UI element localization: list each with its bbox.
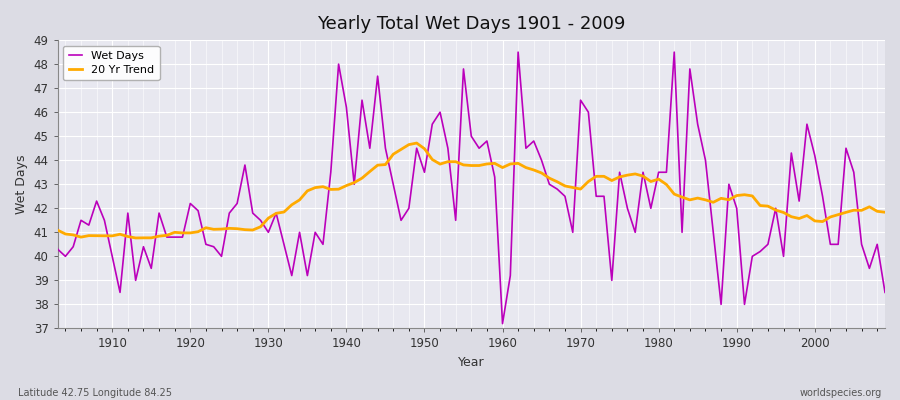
20 Yr Trend: [607, 178, 617, 183]
Text: worldspecies.org: worldspecies.org: [800, 388, 882, 398]
Wet Days: [318, 242, 328, 247]
Line: Wet Days: Wet Days: [42, 52, 885, 324]
20 Yr Trend: [326, 187, 337, 192]
20 Yr Trend: [411, 141, 422, 146]
Wet Days: [513, 50, 524, 54]
Wet Days: [497, 321, 508, 326]
Wet Days: [490, 175, 500, 180]
Wet Days: [271, 211, 282, 216]
20 Yr Trend: [99, 233, 110, 238]
20 Yr Trend: [513, 161, 524, 166]
Wet Days: [505, 273, 516, 278]
20 Yr Trend: [505, 162, 516, 166]
Line: 20 Yr Trend: 20 Yr Trend: [42, 143, 885, 238]
20 Yr Trend: [279, 210, 290, 214]
Wet Days: [37, 163, 48, 168]
Wet Days: [607, 278, 617, 283]
Wet Days: [879, 290, 890, 295]
20 Yr Trend: [879, 210, 890, 215]
20 Yr Trend: [37, 223, 48, 228]
20 Yr Trend: [130, 236, 141, 240]
Legend: Wet Days, 20 Yr Trend: Wet Days, 20 Yr Trend: [63, 46, 159, 80]
Text: Latitude 42.75 Longitude 84.25: Latitude 42.75 Longitude 84.25: [18, 388, 172, 398]
Y-axis label: Wet Days: Wet Days: [15, 154, 28, 214]
X-axis label: Year: Year: [458, 356, 484, 369]
Title: Yearly Total Wet Days 1901 - 2009: Yearly Total Wet Days 1901 - 2009: [317, 15, 626, 33]
Wet Days: [99, 218, 110, 223]
